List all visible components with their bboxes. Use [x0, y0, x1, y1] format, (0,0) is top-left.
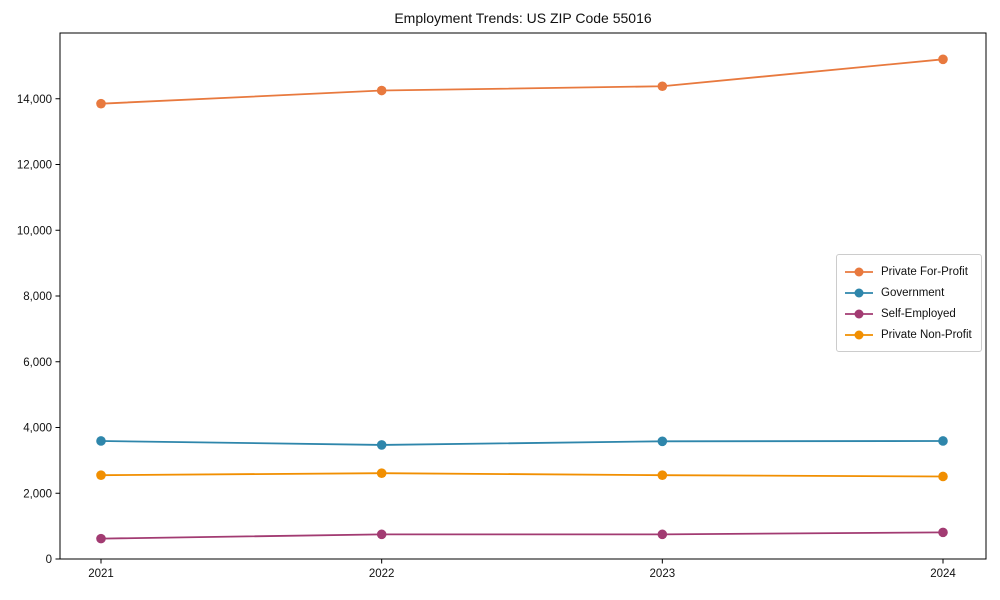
y-axis-tick-label: 12,000	[17, 160, 52, 172]
legend-label-government: Government	[881, 286, 945, 299]
legend-marker-icon	[845, 288, 873, 297]
legend-marker-icon	[845, 267, 873, 276]
y-axis-tick-label: 14,000	[17, 94, 52, 106]
y-axis-tick-label: 10,000	[17, 225, 52, 237]
data-point-self-employed-2021	[96, 533, 106, 544]
x-axis-tick-label: 2024	[930, 568, 956, 580]
data-point-government-2021	[96, 436, 106, 446]
y-axis-tick-label: 2,000	[23, 488, 52, 500]
data-point-government-2024	[938, 436, 948, 446]
data-point-private-non-profit-2023	[657, 470, 668, 480]
data-point-private-for-profit-2021	[96, 98, 106, 109]
y-axis-tick-label: 0	[46, 554, 52, 566]
y-axis-tick-label: 4,000	[23, 423, 52, 435]
legend-item-private-non-profit: Private Non-Profit	[845, 324, 973, 345]
series-line-private-non-profit	[100, 472, 944, 478]
x-axis-tick-label: 2022	[369, 568, 395, 580]
data-point-private-non-profit-2024	[938, 471, 948, 482]
data-point-private-non-profit-2022	[376, 468, 387, 478]
legend-label-self-employed: Self-Employed	[881, 307, 956, 320]
series-line-government	[100, 440, 944, 446]
legend-item-government: Government	[845, 282, 973, 303]
series-line-private-for-profit	[100, 58, 944, 105]
legend-item-self-employed: Self-Employed	[845, 303, 973, 324]
data-point-self-employed-2022	[376, 529, 387, 540]
data-point-government-2023	[657, 436, 668, 447]
data-point-private-for-profit-2022	[376, 85, 387, 96]
y-axis-tick-label: 8,000	[23, 291, 52, 303]
chart-legend: Private For-Profit Government Self-Employe…	[836, 254, 982, 352]
data-point-private-for-profit-2024	[938, 54, 948, 65]
legend-marker-icon	[845, 309, 873, 318]
chart-title: Employment Trends: US ZIP Code 55016	[394, 10, 652, 26]
data-point-self-employed-2023	[657, 529, 668, 540]
data-point-government-2022	[376, 440, 387, 450]
data-point-private-for-profit-2023	[657, 81, 668, 92]
legend-item-private-for-profit: Private For-Profit	[845, 261, 973, 282]
x-axis-tick-label: 2023	[650, 568, 676, 580]
legend-label-private-for-profit: Private For-Profit	[881, 265, 968, 278]
legend-label-private-non-profit: Private Non-Profit	[881, 328, 972, 341]
x-axis-tick-label: 2021	[88, 568, 114, 580]
series-line-self-employed	[100, 531, 944, 540]
y-axis-tick-label: 6,000	[23, 357, 52, 369]
data-point-private-non-profit-2021	[96, 470, 106, 480]
legend-marker-icon	[845, 330, 873, 339]
data-point-self-employed-2024	[938, 527, 948, 538]
